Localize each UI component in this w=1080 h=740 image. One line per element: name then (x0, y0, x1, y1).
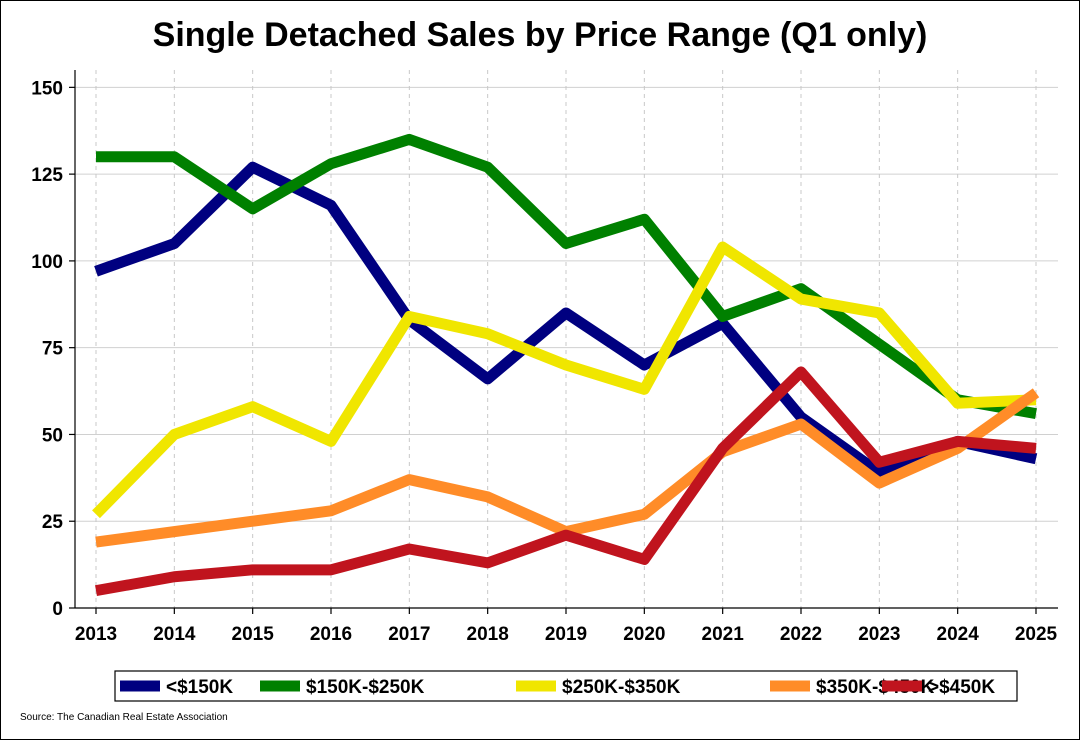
x-tick-label: 2019 (545, 624, 587, 645)
y-tick-label: 0 (52, 599, 63, 620)
y-tick-label: 100 (31, 252, 63, 273)
x-tick-label: 2018 (467, 624, 509, 645)
legend-box (114, 670, 1018, 702)
series-line-1 (96, 133, 1037, 420)
series-line-4 (95, 366, 1037, 597)
x-tick-label: 2020 (623, 624, 665, 645)
y-tick-label: 50 (42, 425, 63, 446)
legend-label-4: >$450K (928, 677, 995, 698)
x-tick-label: 2021 (702, 624, 745, 645)
x-tick-label: 2024 (937, 624, 980, 645)
x-tick-label: 2013 (75, 624, 117, 645)
axis-layer: 0 25 50 75 100 125 150 2013 2014 2015 2016 2017 2018… (31, 70, 1058, 645)
y-tick-label: 150 (31, 78, 63, 99)
x-tick-label: 2022 (780, 624, 822, 645)
x-tick-label: 2017 (388, 624, 430, 645)
y-tick-label: 25 (42, 512, 64, 533)
x-tick-label: 2016 (310, 624, 352, 645)
x-tick-label: 2023 (858, 624, 900, 645)
x-tick-label: 2014 (153, 624, 196, 645)
series-layer (92, 133, 1040, 597)
legend-label-1: $150K-$250K (306, 677, 425, 698)
x-tick-label: 2025 (1015, 624, 1058, 645)
y-tick-label: 75 (42, 339, 64, 360)
legend: <$150K $150K-$250K $250K-$350K $350K-$450K>… (114, 670, 1018, 702)
chart-title: Single Detached Sales by Price Range (Q1… (152, 16, 928, 54)
series-line-2 (92, 241, 1037, 519)
source-note: Source: The Canadian Real Estate Associa… (20, 712, 228, 723)
legend-label-2: $250K-$350K (562, 677, 681, 698)
series-line-0 (94, 161, 1038, 479)
legend-label-0: <$150K (166, 677, 233, 698)
y-tick-label: 125 (31, 165, 63, 186)
x-tick-label: 2015 (232, 624, 275, 645)
